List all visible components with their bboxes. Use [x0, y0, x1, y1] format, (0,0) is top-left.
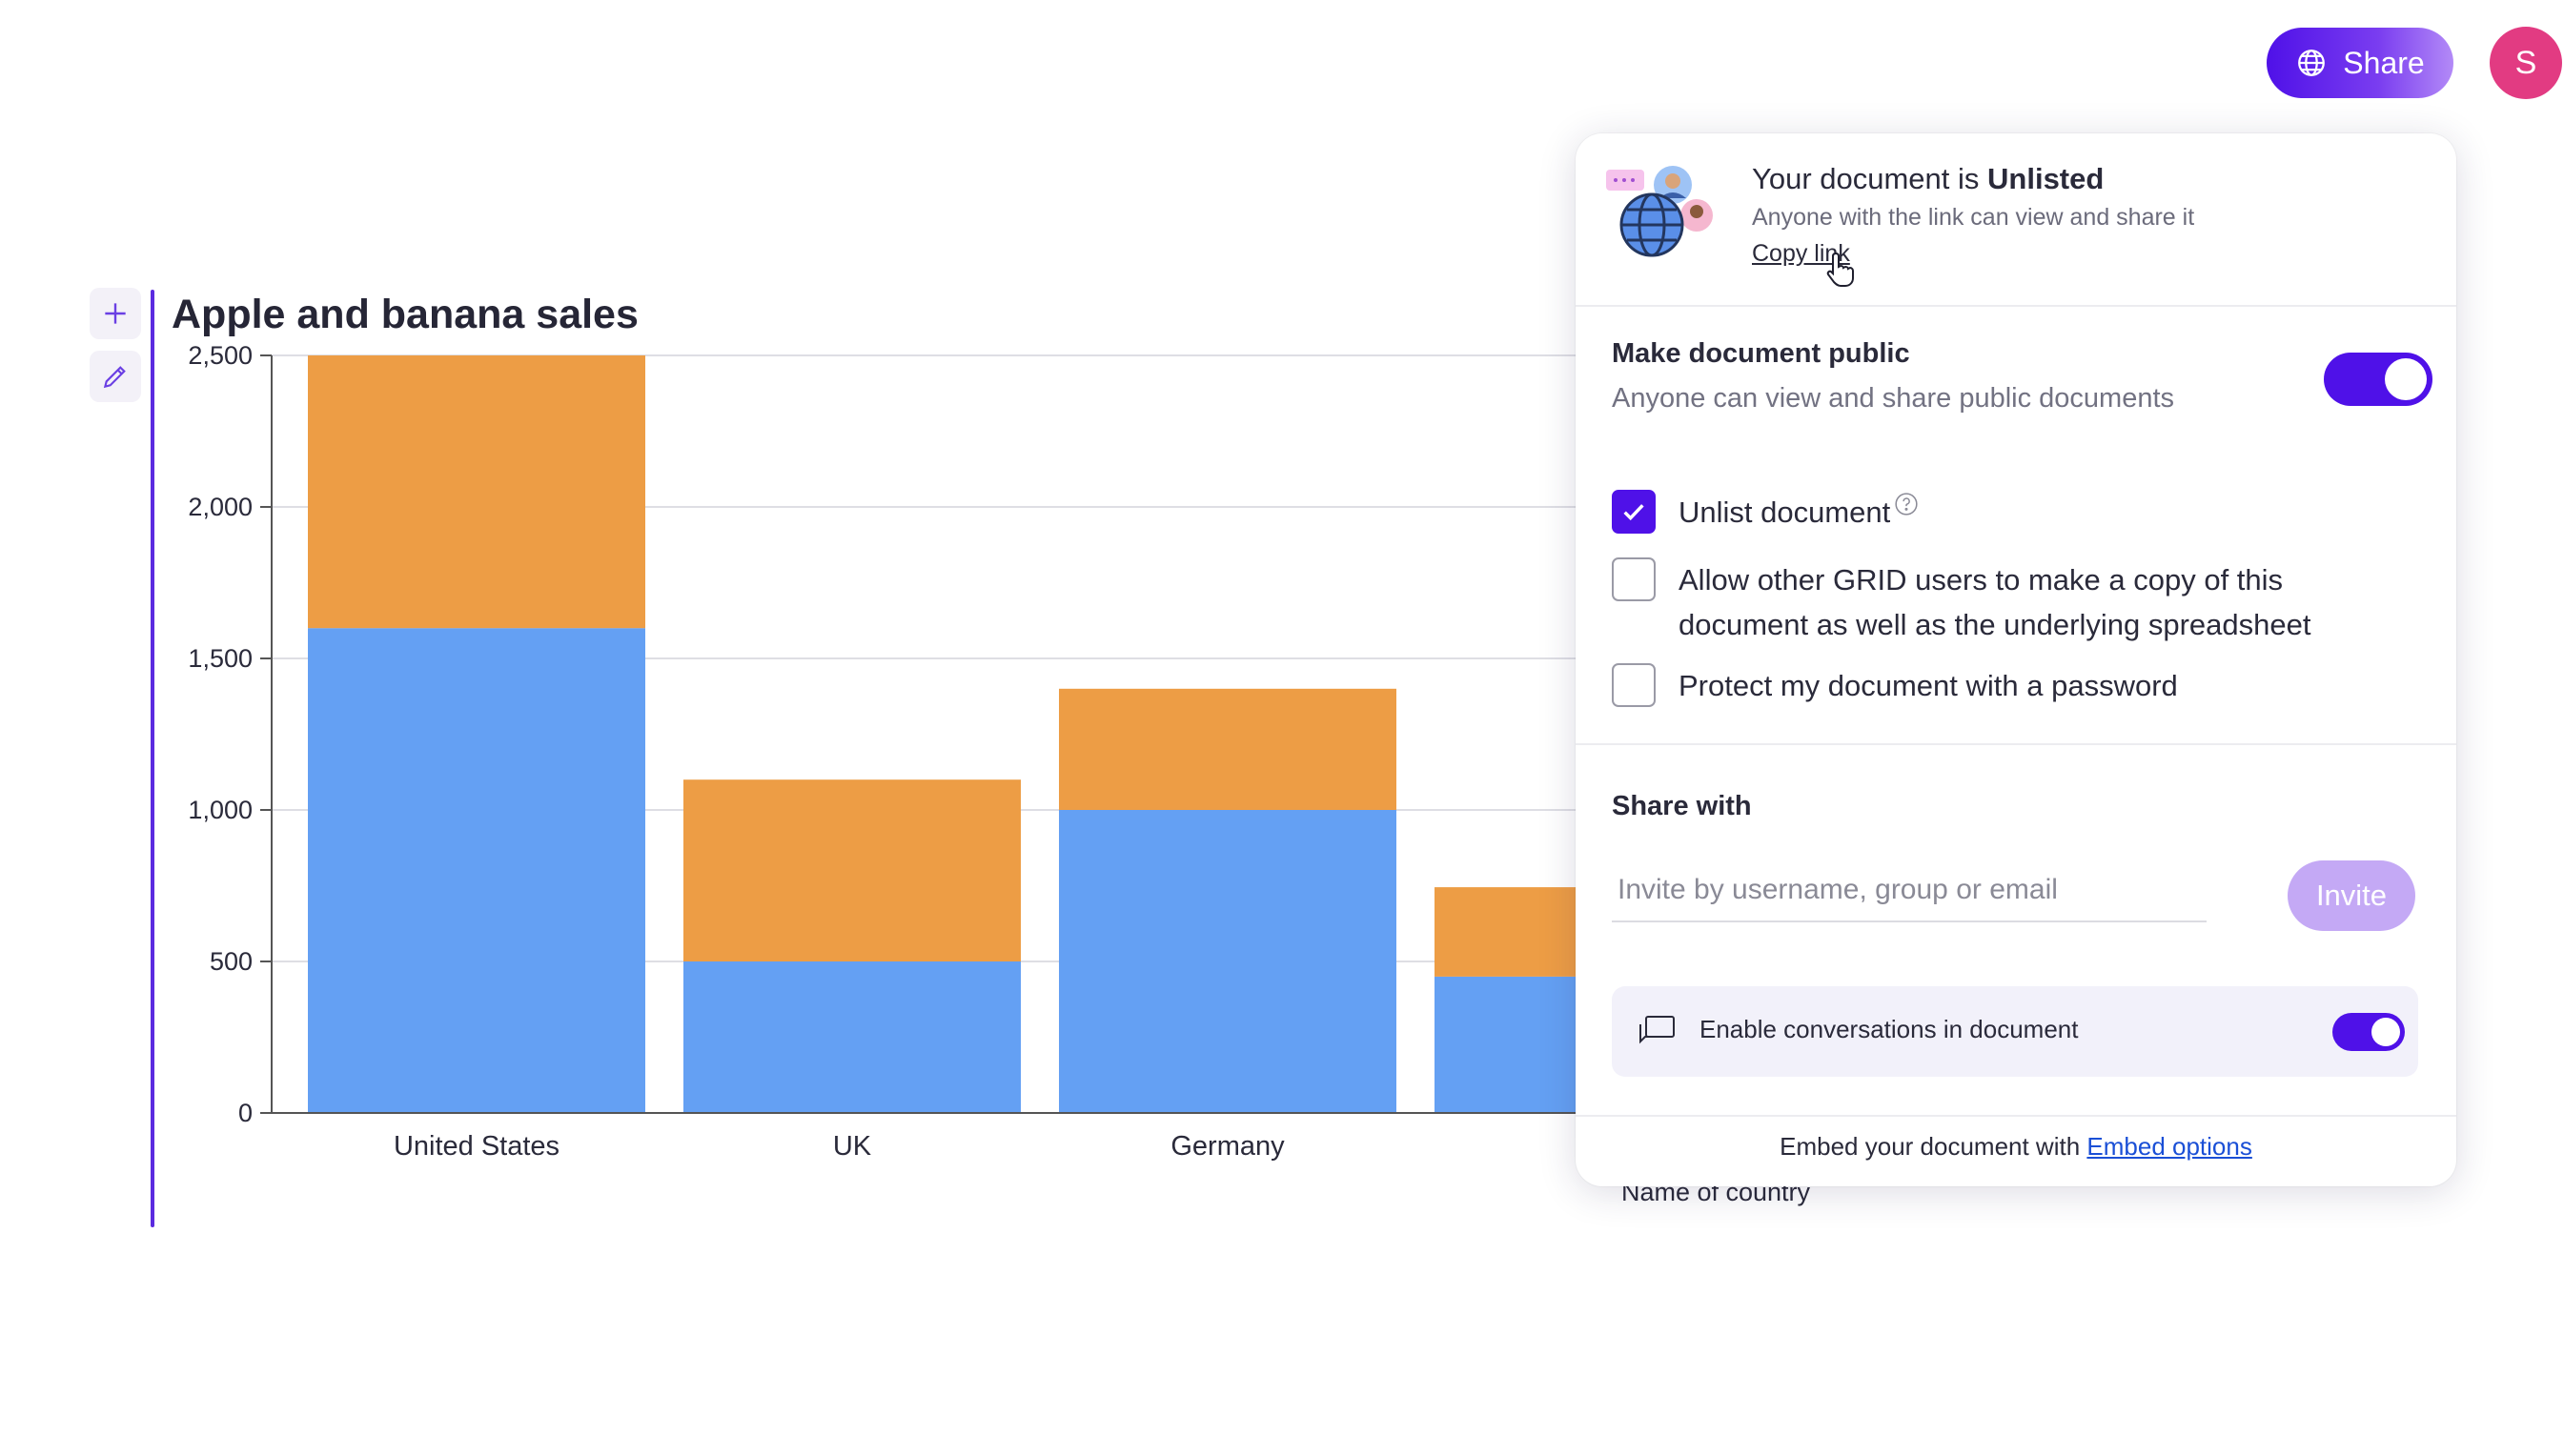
- bar-segment: [308, 628, 645, 1113]
- invite-input[interactable]: [1612, 859, 2207, 922]
- bar-segment: [308, 355, 645, 629]
- password-checkbox[interactable]: [1612, 663, 1656, 707]
- make-public-description: Anyone can view and share public documen…: [1612, 383, 2175, 414]
- y-tick-label: 1,500: [188, 644, 253, 673]
- bar-segment: [683, 779, 1021, 961]
- option-unlist: Unlist document: [1612, 490, 1919, 535]
- check-icon: [1623, 504, 1644, 521]
- divider: [1576, 743, 2456, 745]
- share-button[interactable]: Share: [2267, 28, 2453, 98]
- visibility-status-value: Unlisted: [1987, 162, 2105, 195]
- visibility-description: Anyone with the link can view and share …: [1752, 204, 2195, 231]
- unlist-checkbox[interactable]: [1612, 490, 1656, 534]
- password-label: Protect my document with a password: [1679, 669, 2178, 702]
- embed-row: Embed your document with Embed options: [1780, 1132, 2252, 1161]
- toggle-knob: [2371, 1018, 2400, 1046]
- make-public-toggle[interactable]: [2324, 353, 2432, 406]
- allow-copy-label: Allow other GRID users to make a copy of…: [1679, 563, 2311, 641]
- plus-icon: [105, 303, 126, 324]
- divider: [1576, 1115, 2456, 1117]
- block-tools: [90, 288, 141, 414]
- toggle-knob: [2385, 358, 2427, 400]
- y-tick-label: 2,500: [188, 341, 253, 370]
- pencil-icon: [103, 366, 126, 389]
- add-block-button[interactable]: [90, 288, 141, 339]
- avatar-initial: S: [2514, 44, 2537, 81]
- option-password: Protect my document with a password: [1612, 663, 2178, 708]
- share-illustration-icon: [1606, 166, 1713, 257]
- conversations-setting: Enable conversations in document: [1612, 986, 2418, 1077]
- hand-cursor-icon: [1826, 252, 1854, 287]
- x-tick-label: United States: [394, 1131, 560, 1162]
- allow-copy-checkbox[interactable]: [1612, 557, 1656, 601]
- y-tick-label: 500: [210, 947, 253, 976]
- bar-segment: [1059, 810, 1396, 1113]
- x-tick-label: UK: [833, 1131, 872, 1162]
- y-tick-label: 0: [238, 1099, 253, 1127]
- unlist-label: Unlist document: [1679, 490, 1919, 535]
- avatar[interactable]: S: [2490, 27, 2562, 99]
- bar-segment: [1059, 688, 1396, 810]
- help-icon[interactable]: [1894, 492, 1919, 516]
- embed-options-link[interactable]: Embed options: [2086, 1132, 2252, 1161]
- invite-button[interactable]: Invite: [2288, 860, 2415, 931]
- option-allow-copy: Allow other GRID users to make a copy of…: [1612, 557, 2310, 647]
- globe-icon: [2298, 50, 2326, 76]
- chart-title: Apple and banana sales: [172, 292, 639, 337]
- conversations-label: Enable conversations in document: [1699, 1015, 2079, 1043]
- y-tick-label: 1,000: [188, 796, 253, 824]
- stacked-bar-chart: 0 500 1,000 1,500 2,000 2,500 United States UK G…: [188, 341, 1810, 1206]
- selected-block-indicator: [151, 290, 154, 1227]
- share-dialog: Your document is Unlisted Anyone with th…: [1576, 133, 2456, 1186]
- chat-bubbles-icon: [1639, 1016, 1675, 1044]
- visibility-status: Your document is Unlisted: [1752, 162, 2105, 195]
- edit-block-button[interactable]: [90, 351, 141, 402]
- share-button-label: Share: [2343, 45, 2425, 80]
- divider: [1576, 305, 2456, 307]
- make-public-title: Make document public: [1612, 338, 1910, 369]
- x-tick-label: Germany: [1170, 1131, 1285, 1162]
- share-with-title: Share with: [1612, 791, 1752, 821]
- conversations-toggle[interactable]: [2332, 1013, 2405, 1051]
- y-tick-label: 2,000: [188, 493, 253, 521]
- bar-segment: [683, 961, 1021, 1113]
